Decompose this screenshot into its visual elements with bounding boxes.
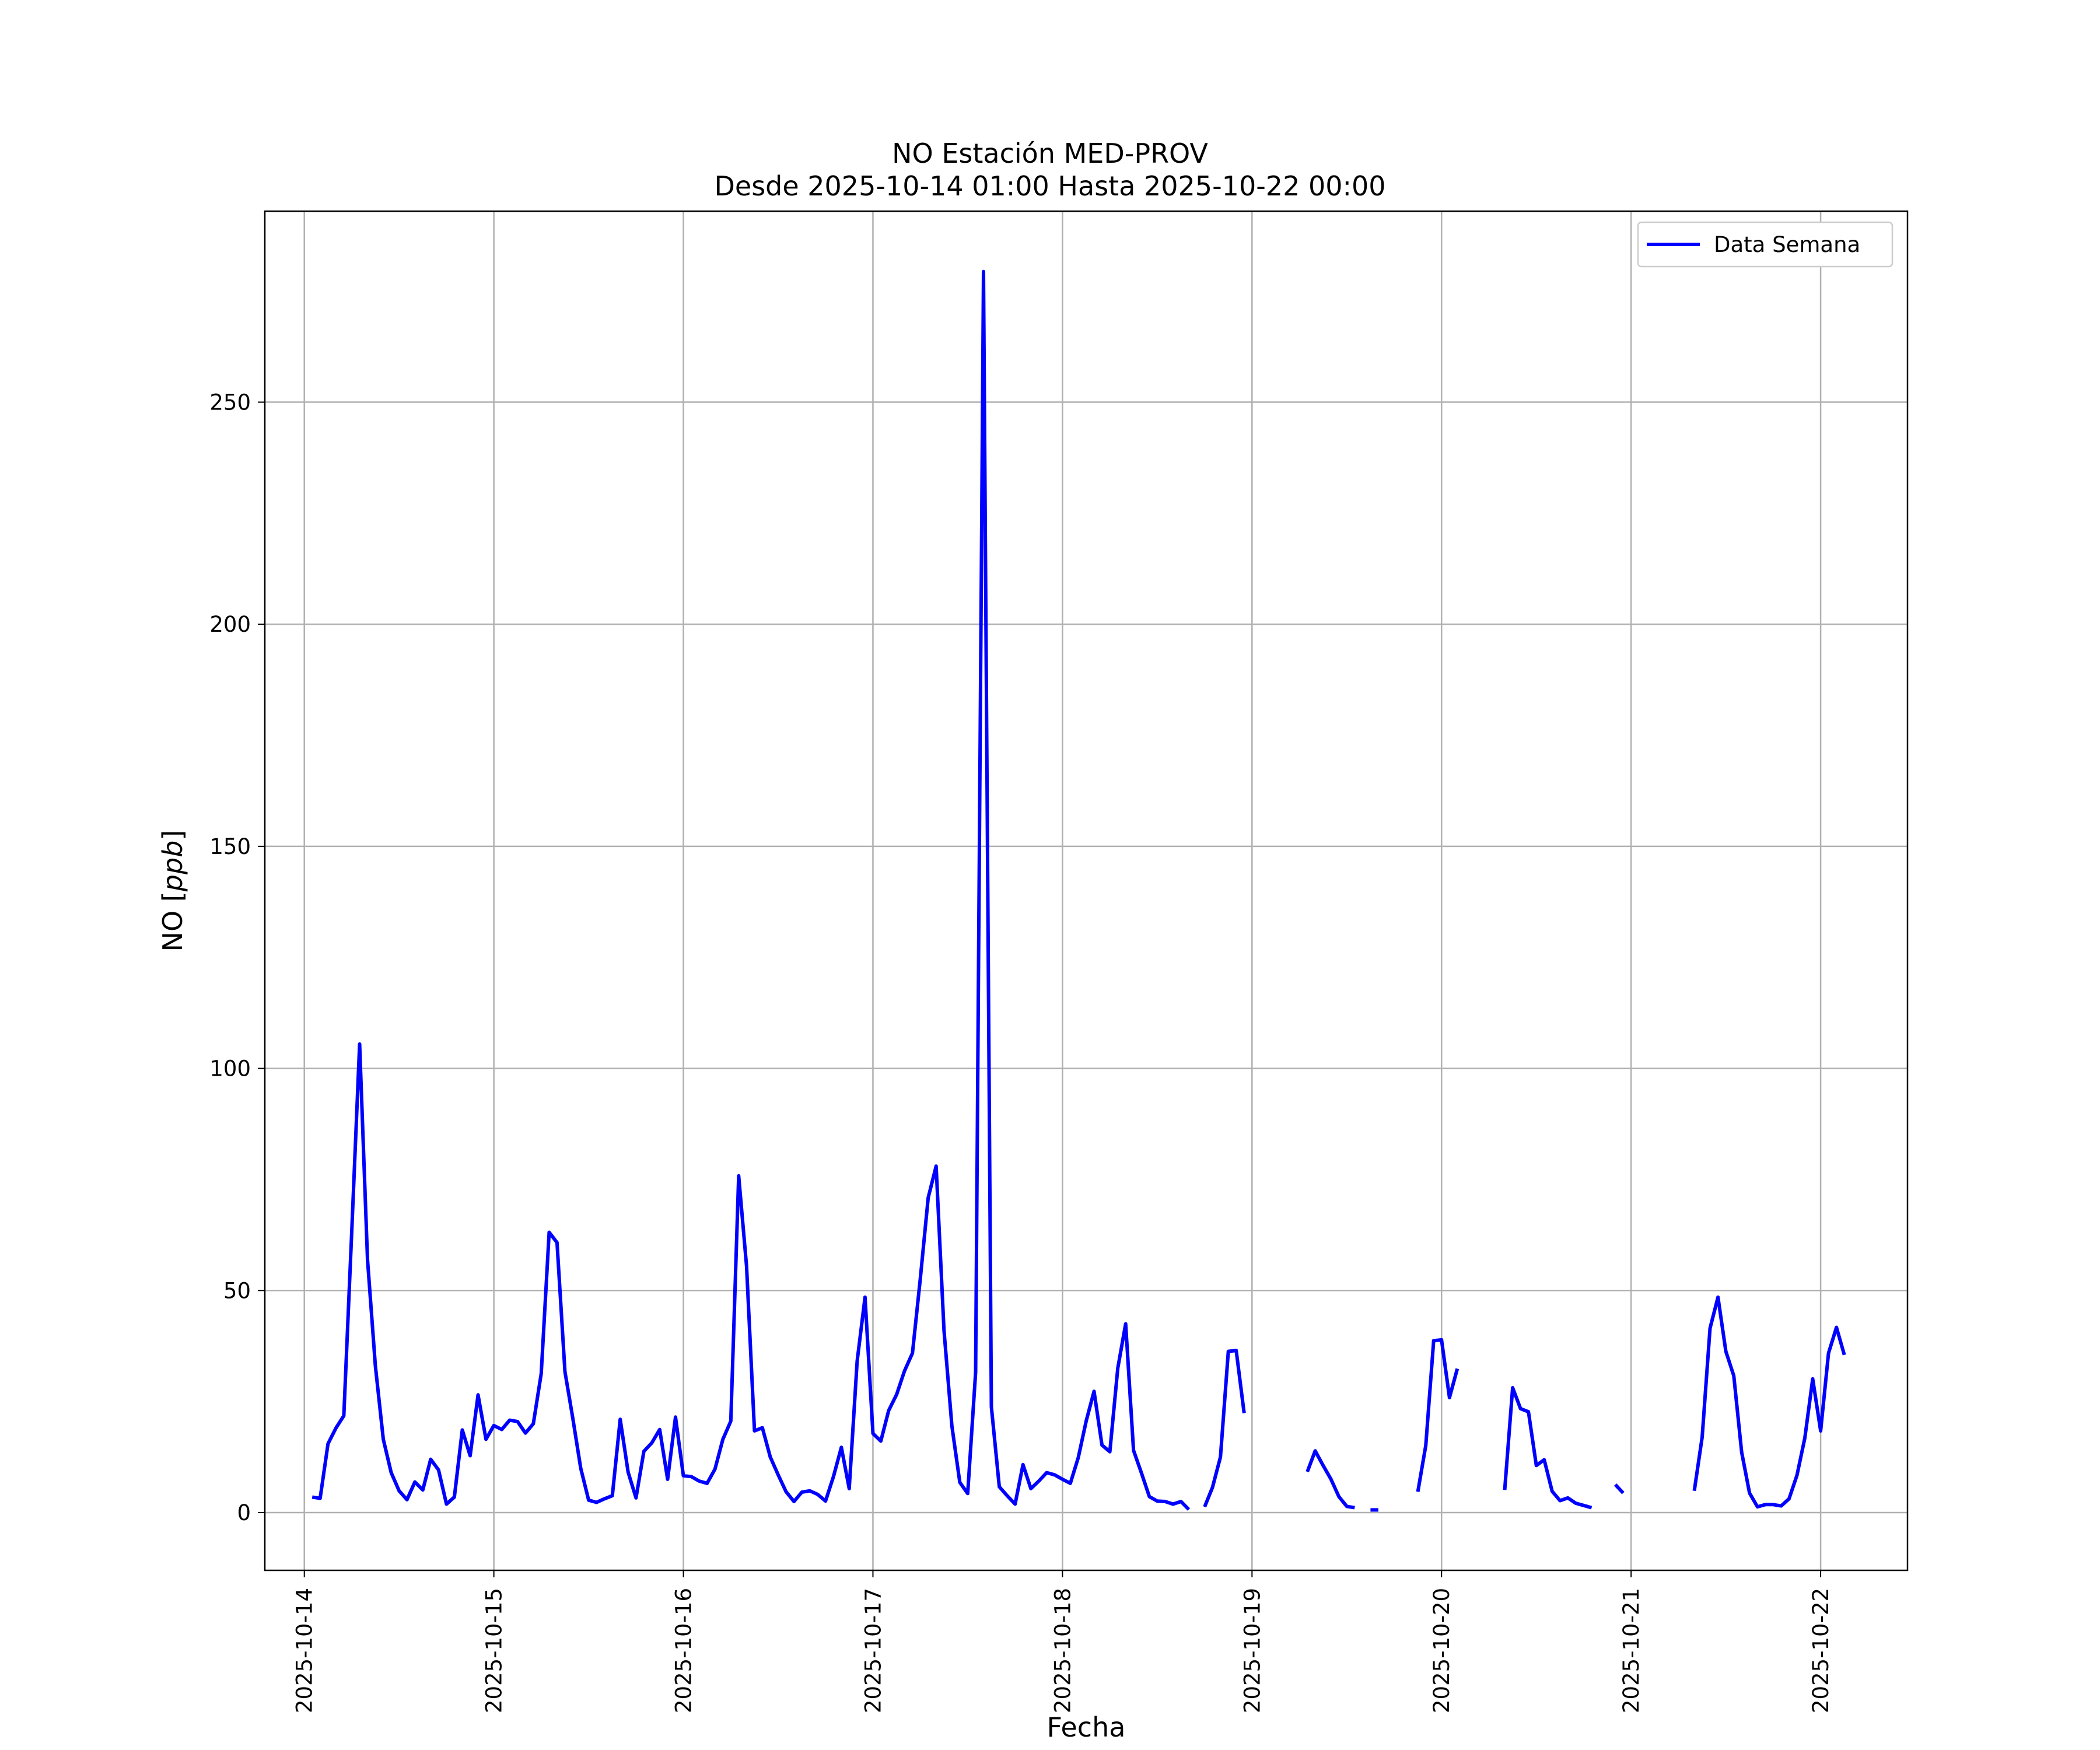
y-tick-label: 0	[237, 1500, 251, 1525]
x-tick-label: 2025-10-22	[1808, 1588, 1833, 1713]
x-tick-label: 2025-10-16	[671, 1588, 696, 1713]
plot-frame	[264, 210, 1909, 1572]
y-axis-ticks: 0 50 100 150 200 250	[209, 390, 265, 1525]
legend: Data Semana	[1637, 221, 1894, 268]
legend-label: Data Semana	[1714, 232, 1860, 257]
y-tick-label: 150	[209, 834, 251, 859]
chart-title: NO Estación MED-PROV	[892, 138, 1208, 169]
data-series-layer	[312, 270, 1846, 1512]
chart-subtitle: Desde 2025-10-14 01:00 Hasta 2025-10-22 …	[714, 170, 1385, 202]
x-tick-label: 2025-10-19	[1240, 1588, 1265, 1713]
series-line-segment	[1692, 1295, 1846, 1509]
y-axis-label-quantity: NO [	[157, 891, 188, 951]
y-tick-label: 250	[209, 390, 251, 415]
y-tick-label: 50	[223, 1278, 251, 1303]
y-axis-label: NO [ppb]	[157, 830, 188, 952]
x-axis-ticks: 2025-10-14 2025-10-15 2025-10-16 2025-10-17…	[292, 1570, 1833, 1713]
grid-lines	[265, 211, 1908, 1570]
x-tick-label: 2025-10-21	[1619, 1588, 1644, 1713]
series-line-segment	[1416, 1338, 1460, 1492]
x-tick-label: 2025-10-20	[1429, 1588, 1454, 1713]
y-axis-label-unit: ppb	[157, 841, 188, 892]
y-tick-label: 100	[209, 1056, 251, 1082]
legend-box	[1637, 221, 1894, 268]
x-tick-label: 2025-10-15	[482, 1588, 507, 1713]
series-line-segment	[1614, 1483, 1625, 1494]
x-tick-label: 2025-10-14	[292, 1588, 317, 1713]
series-line-segment	[312, 270, 1191, 1511]
series-line-segment	[1306, 1449, 1355, 1510]
series-line-segment	[1503, 1386, 1592, 1510]
x-tick-label: 2025-10-18	[1050, 1588, 1075, 1713]
x-tick-label: 2025-10-17	[860, 1588, 886, 1713]
y-axis-label-bracket: ]	[157, 830, 188, 841]
x-axis-label: Fecha	[1047, 1712, 1126, 1743]
y-tick-label: 200	[209, 612, 251, 637]
series-line-segment	[1203, 1349, 1246, 1508]
